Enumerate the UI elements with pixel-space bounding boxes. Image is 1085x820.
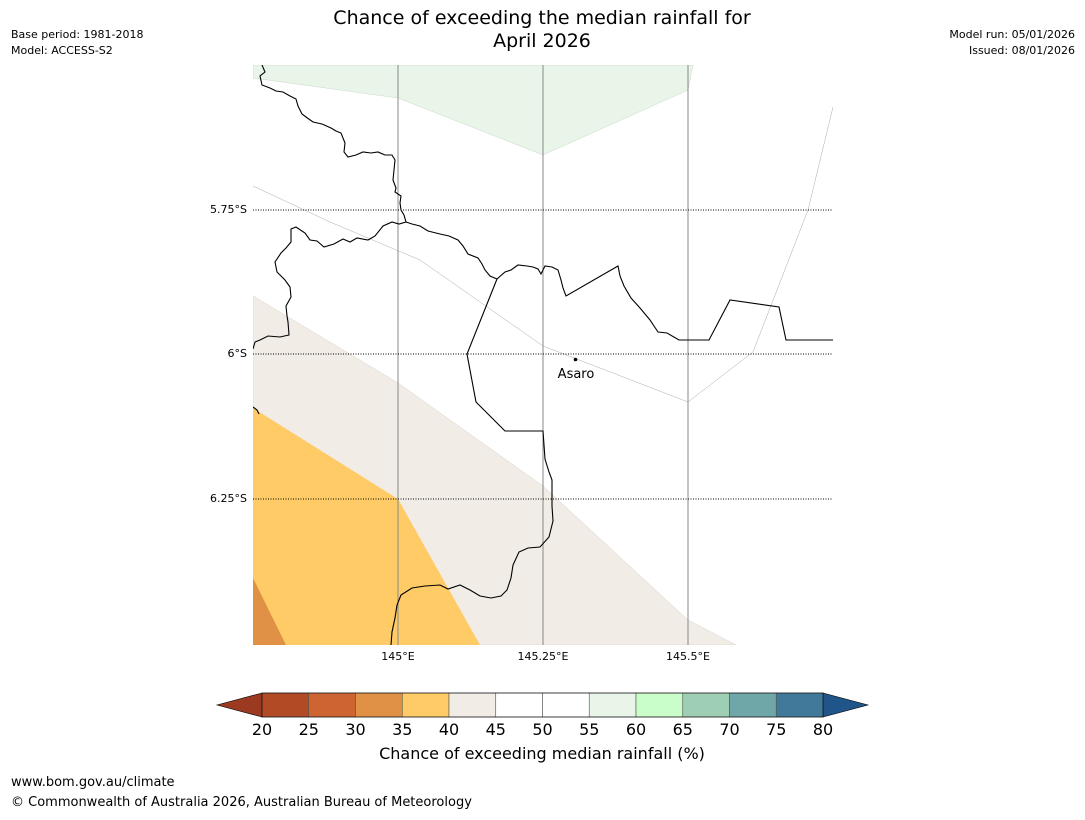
colorbar-segment: [682, 692, 730, 718]
colorbar-tick-label: 35: [392, 720, 412, 739]
colorbar-over-arrow: [822, 692, 870, 718]
title-line-2: April 2026: [493, 30, 591, 52]
colorbar-segment: [308, 692, 356, 718]
lon-label-145-5: 145.5°E: [666, 650, 710, 663]
base-period-text: Base period: 1981-2018: [11, 28, 144, 41]
header-right: Model run: 05/01/2026 Issued: 08/01/2026: [949, 27, 1075, 59]
colorbar-tick-label: 60: [626, 720, 646, 739]
colorbar-tick-label: 30: [345, 720, 365, 739]
colorbar-segment: [401, 692, 450, 718]
colorbar-tick-label: 50: [532, 720, 552, 739]
faint-boundary-1: [253, 106, 833, 403]
colorbar-segment: [261, 692, 310, 718]
colorbar-under-arrow: [215, 692, 263, 718]
province-border-east: [405, 221, 833, 341]
colorbar-segment: [588, 692, 637, 718]
colorbar-tick-label: 45: [486, 720, 506, 739]
map-title: Chance of exceeding the median rainfall …: [242, 7, 842, 53]
colorbar-segment: [635, 692, 684, 718]
footer-copyright: © Commonwealth of Australia 2026, Austra…: [11, 795, 472, 810]
issued-text: Issued: 08/01/2026: [968, 44, 1075, 57]
colorbar-segment: [495, 692, 543, 718]
colorbar-tick-label: 55: [579, 720, 599, 739]
colorbar-tick-label: 80: [813, 720, 833, 739]
colorbar-outline: [261, 692, 824, 718]
lon-label-145: 145°E: [381, 650, 414, 663]
colorbar-segment: [542, 692, 590, 718]
colorbar-segment: [448, 692, 497, 718]
district-border: [390, 278, 554, 645]
model-text: Model: ACCESS-S2: [11, 44, 113, 57]
map-area: [253, 65, 833, 645]
province-border-west: [253, 65, 407, 350]
colorbar-segment: [355, 692, 403, 718]
colorbar-tick-label: 25: [299, 720, 319, 739]
model-run-text: Model run: 05/01/2026: [949, 28, 1075, 41]
region-55-60: [253, 65, 694, 156]
asaro-label: Asaro: [558, 367, 595, 382]
footer-url: www.bom.gov.au/climate: [11, 775, 175, 790]
colorbar-segment: [729, 692, 777, 718]
lat-label-5-75: 5.75°S: [210, 203, 247, 216]
title-line-1: Chance of exceeding the median rainfall …: [333, 7, 751, 29]
colorbar-tick-label: 20: [252, 720, 272, 739]
lat-label-6-25: 6.25°S: [210, 492, 247, 505]
region-30-35: [253, 578, 286, 645]
colorbar-segment: [775, 692, 824, 718]
colorbar-tick-label: 40: [439, 720, 459, 739]
header-left: Base period: 1981-2018 Model: ACCESS-S2: [11, 27, 143, 59]
colorbar-label: Chance of exceeding median rainfall (%): [379, 744, 705, 763]
colorbar-tick-label: 75: [766, 720, 786, 739]
colorbar-tick-label: 70: [719, 720, 739, 739]
lon-label-145-25: 145.25°E: [518, 650, 569, 663]
asaro-marker: [573, 357, 578, 362]
colorbar: 20 25 30 35 40 45 50 55 60 65 70 75 80: [215, 692, 870, 739]
lat-label-6: 6°S: [228, 347, 247, 360]
border-fragment: [253, 406, 260, 415]
colorbar-tick-label: 65: [673, 720, 693, 739]
